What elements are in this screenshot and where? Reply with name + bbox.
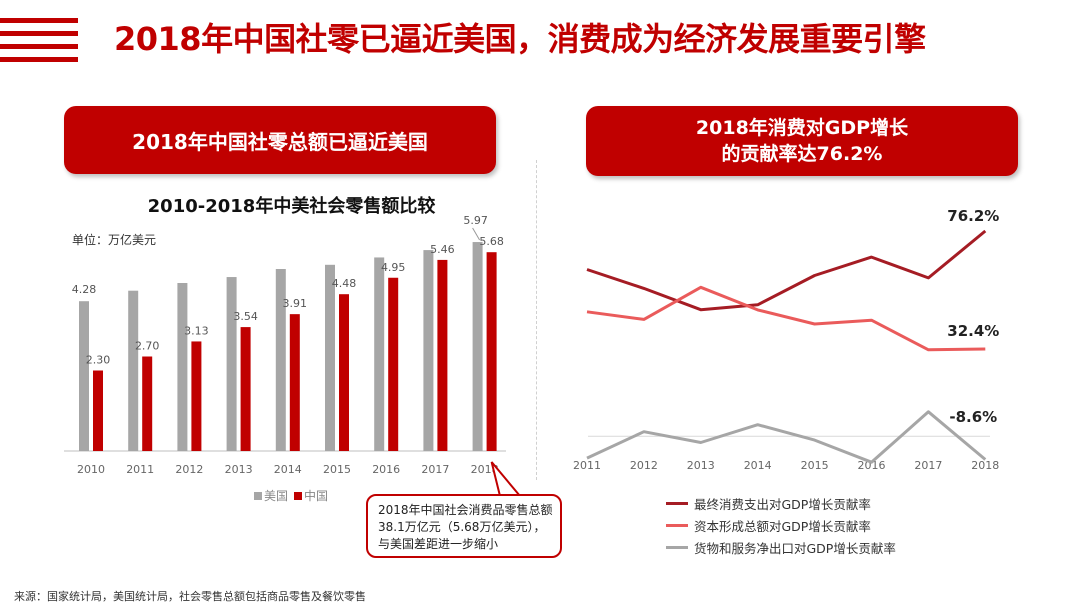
bar-x-tick-2017: 2017 (421, 463, 449, 476)
bar-china-2018 (486, 252, 497, 451)
bar-china-label-2016: 4.95 (381, 261, 406, 274)
bar-chart-unit: 单位：万亿美元 (72, 233, 157, 247)
line-x-tick-2011: 2011 (573, 459, 601, 472)
bar-x-tick-2012: 2012 (175, 463, 203, 476)
bar-china-label-2010: 2.30 (86, 354, 111, 367)
bar-china-label-2017: 5.46 (430, 243, 455, 256)
bar-usa-2013 (226, 277, 237, 451)
line-x-tick-2016: 2016 (858, 459, 886, 472)
bar-x-tick-2015: 2015 (323, 463, 351, 476)
bar-china-2017 (437, 259, 448, 451)
right-banner-line2: 的贡献率达76.2% (721, 143, 883, 165)
bar-china-2012 (191, 341, 202, 451)
bar-china-label-2012: 3.13 (184, 324, 209, 337)
bar-china-label-2018: 5.68 (479, 235, 504, 248)
callout-text: 2018年中国社会消费品零售总额38.1万亿元（5.68万亿美元），与美国差距进… (378, 503, 553, 551)
bar-usa-2015 (325, 264, 335, 451)
bar-usa-2014 (275, 269, 286, 451)
line-export (586, 410, 987, 464)
legend-usa-label: 美国 (264, 489, 289, 503)
line-capital (586, 285, 986, 352)
legend-consumption-label: 最终消费支出对GDP增长贡献率 (694, 496, 871, 512)
legend-capital: 资本形成总额对GDP增长贡献率 (666, 514, 896, 536)
left-banner: 2018年中国社零总额已逼近美国 (64, 106, 496, 174)
bar-x-tick-2013: 2013 (225, 463, 253, 476)
bar-china-2016 (388, 277, 399, 451)
legend-consumption-swatch (666, 501, 688, 505)
callout-pointer (490, 461, 521, 497)
line-end-label-export: -8.6% (949, 408, 997, 426)
legend-capital-swatch (666, 523, 688, 527)
bar-usa-2011 (128, 290, 139, 451)
bar-usa-2018 (472, 242, 483, 451)
legend-china-swatch (294, 491, 303, 500)
bar-china-label-2015: 4.48 (332, 277, 357, 290)
bar-china-label-2011: 2.70 (135, 340, 160, 353)
right-banner: 2018年消费对GDP增长 的贡献率达76.2% (586, 106, 1018, 176)
bar-x-tick-2016: 2016 (372, 463, 400, 476)
line-end-label-capital: 32.4% (947, 322, 999, 340)
bar-usa-2012 (177, 283, 188, 451)
left-banner-text: 2018年中国社零总额已逼近美国 (132, 129, 428, 154)
bar-china-label-2014: 3.91 (283, 297, 308, 310)
line-x-tick-2017: 2017 (914, 459, 942, 472)
legend-export: 货物和服务净出口对GDP增长贡献率 (666, 536, 896, 558)
line-end-label-consumption: 76.2% (947, 207, 999, 225)
legend-export-label: 货物和服务净出口对GDP增长贡献率 (694, 540, 896, 556)
bar-china-2011 (142, 356, 153, 451)
legend-china-label: 中国 (304, 489, 329, 503)
bar-x-tick-2014: 2014 (274, 463, 302, 476)
bar-china-2013 (240, 327, 251, 451)
line-x-tick-2014: 2014 (744, 459, 772, 472)
line-x-tick-2013: 2013 (687, 459, 715, 472)
bar-x-tick-2010: 2010 (77, 463, 105, 476)
bar-chart-title: 2010-2018年中美社会零售额比较 (147, 196, 436, 217)
bar-china-2015 (339, 294, 349, 451)
bar-china-label-2013: 3.54 (233, 310, 258, 323)
right-banner-line1: 2018年消费对GDP增长 (695, 117, 909, 139)
line-chart-legend: 最终消费支出对GDP增长贡献率 资本形成总额对GDP增长贡献率 货物和服务净出口… (666, 492, 896, 558)
legend-consumption: 最终消费支出对GDP增长贡献率 (666, 492, 896, 514)
page-title: 2018年中国社零已逼近美国，消费成为经济发展重要引擎 (114, 20, 926, 58)
bar-usa-2017 (423, 250, 434, 451)
line-x-tick-2015: 2015 (801, 459, 829, 472)
panel-divider (536, 160, 537, 480)
line-x-tick-2018: 2018 (971, 459, 999, 472)
china-retail-callout: 2018年中国社会消费品零售总额38.1万亿元（5.68万亿美元），与美国差距进… (366, 494, 562, 558)
bar-china-2014 (289, 314, 300, 451)
bar-usa-label-leader-2018 (472, 227, 481, 241)
source-footer: 来源：国家统计局，美国统计局，社会零售总额包括商品零售及餐饮零售 (14, 590, 366, 603)
bar-usa-label-2010: 4.28 (72, 283, 97, 296)
title-stripes-decoration (0, 18, 78, 62)
legend-usa-swatch (254, 491, 262, 500)
bar-china-2010 (93, 370, 103, 451)
legend-capital-label: 资本形成总额对GDP增长贡献率 (694, 518, 871, 534)
bar-usa-label-2018: 5.97 (463, 214, 488, 227)
bar-chart-legend: 美国 中国 (254, 487, 328, 504)
legend-export-swatch (666, 545, 688, 549)
line-consumption (586, 229, 987, 312)
bar-x-tick-2011: 2011 (126, 463, 154, 476)
line-x-tick-2012: 2012 (630, 459, 658, 472)
bar-usa-2010 (79, 301, 89, 451)
bar-x-tick-2018: 2018 (471, 463, 499, 476)
bar-usa-2016 (374, 257, 385, 451)
